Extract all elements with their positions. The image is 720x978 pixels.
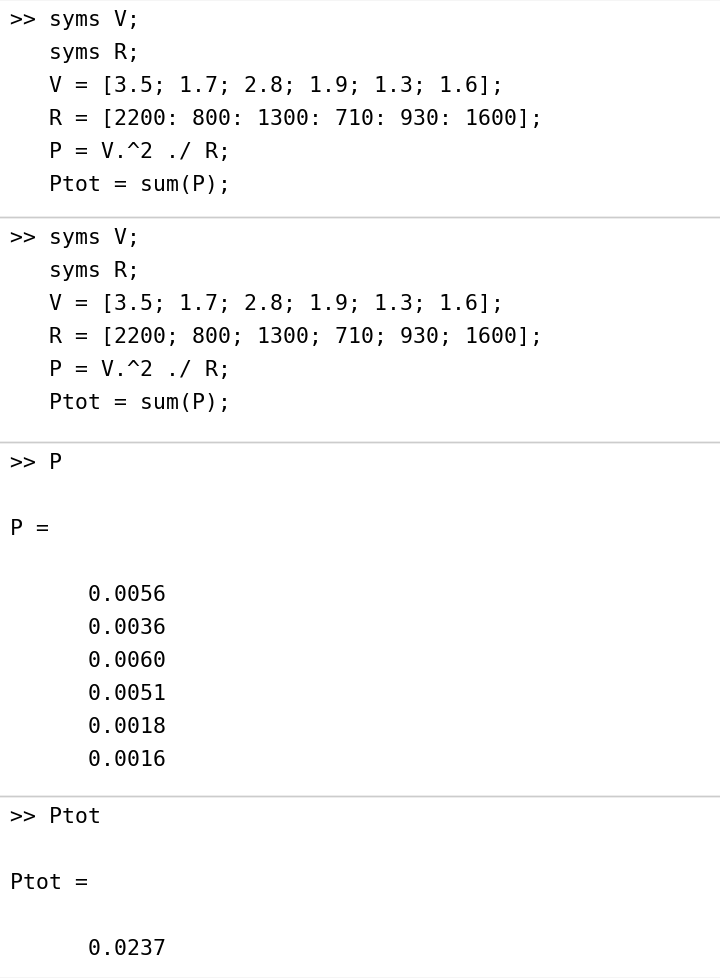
Text: 0.0036: 0.0036 bbox=[10, 617, 166, 638]
Text: R = [2200; 800; 1300; 710; 930; 1600];: R = [2200; 800; 1300; 710; 930; 1600]; bbox=[10, 327, 543, 346]
Bar bbox=[0, 443, 720, 796]
Text: >> syms V;: >> syms V; bbox=[10, 228, 140, 247]
Text: >> Ptot: >> Ptot bbox=[10, 806, 101, 826]
Bar bbox=[0, 0, 720, 218]
Text: syms R;: syms R; bbox=[10, 43, 140, 63]
Text: V = [3.5; 1.7; 2.8; 1.9; 1.3; 1.6];: V = [3.5; 1.7; 2.8; 1.9; 1.3; 1.6]; bbox=[10, 76, 504, 96]
Text: >> P: >> P bbox=[10, 453, 62, 472]
Text: 0.0237: 0.0237 bbox=[10, 938, 166, 958]
Text: >> syms V;: >> syms V; bbox=[10, 10, 140, 30]
Text: P = V.^2 ./ R;: P = V.^2 ./ R; bbox=[10, 142, 231, 161]
Text: R = [2200: 800: 1300: 710: 930: 1600];: R = [2200: 800: 1300: 710: 930: 1600]; bbox=[10, 109, 543, 129]
Bar bbox=[0, 218, 720, 443]
Text: Ptot =: Ptot = bbox=[10, 872, 88, 892]
Text: 0.0056: 0.0056 bbox=[10, 585, 166, 604]
Text: 0.0016: 0.0016 bbox=[10, 749, 166, 770]
Text: 0.0018: 0.0018 bbox=[10, 716, 166, 736]
Text: Ptot = sum(P);: Ptot = sum(P); bbox=[10, 175, 231, 195]
Text: 0.0051: 0.0051 bbox=[10, 684, 166, 703]
Text: Ptot = sum(P);: Ptot = sum(P); bbox=[10, 392, 231, 413]
Text: V = [3.5; 1.7; 2.8; 1.9; 1.3; 1.6];: V = [3.5; 1.7; 2.8; 1.9; 1.3; 1.6]; bbox=[10, 293, 504, 314]
Bar bbox=[0, 796, 720, 978]
Text: 0.0060: 0.0060 bbox=[10, 650, 166, 670]
Text: P =: P = bbox=[10, 518, 49, 539]
Text: syms R;: syms R; bbox=[10, 261, 140, 281]
Text: P = V.^2 ./ R;: P = V.^2 ./ R; bbox=[10, 360, 231, 379]
